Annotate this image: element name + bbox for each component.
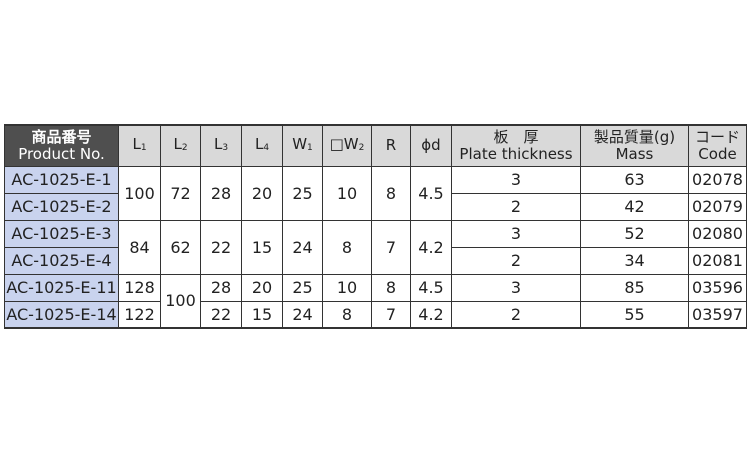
header-col-2: L3 — [200, 124, 242, 167]
table-cell: 10 — [322, 165, 372, 221]
table-cell: 15 — [241, 219, 283, 275]
table-cell: 3 — [451, 219, 581, 248]
header-thickness-en: Plate thickness — [459, 144, 573, 163]
header-mass: 製品質量(g) Mass — [580, 124, 689, 167]
table-row: AC-1025-E-14 122 22 15 24 8 7 4.2 2 55 03597 — [4, 300, 747, 329]
header-col-3: L4 — [241, 124, 283, 167]
table-cell: 20 — [241, 165, 283, 221]
table-cell: 4.5 — [410, 273, 452, 302]
header-col-6: R — [371, 124, 411, 167]
header-thickness-jp: 板 厚 — [493, 127, 539, 146]
product-number: AC-1025-E-1 — [4, 165, 119, 194]
table-cell: 3 — [451, 165, 581, 194]
table-cell: 02079 — [688, 192, 747, 221]
table-cell: 7 — [371, 300, 411, 329]
table-cell: 02081 — [688, 246, 747, 275]
table-cell: 10 — [322, 273, 372, 302]
table-cell: 42 — [580, 192, 689, 221]
table-row: AC-1025-E-3 84 62 22 15 24 8 7 4.2 3 52 02080 — [4, 219, 747, 275]
table-cell: 7 — [371, 219, 411, 275]
product-number: AC-1025-E-4 — [4, 246, 119, 275]
table-cell: 28 — [200, 273, 242, 302]
header-col-5: □W2 — [322, 124, 372, 167]
header-label: W — [292, 134, 308, 153]
table-cell: 62 — [160, 219, 201, 275]
header-subscript: 1 — [140, 142, 147, 153]
table-cell: 25 — [282, 273, 323, 302]
table-cell: 63 — [580, 165, 689, 194]
header-label: L — [213, 134, 223, 153]
table-cell: 100 — [118, 165, 161, 221]
table-cell: 24 — [282, 300, 323, 329]
table-cell: 72 — [160, 165, 201, 221]
table-cell: 02078 — [688, 165, 747, 194]
table-cell: 84 — [118, 219, 161, 275]
header-code: コード Code — [688, 124, 747, 167]
table-cell: 24 — [282, 219, 323, 275]
table-cell: 55 — [580, 300, 689, 329]
table-cell: 8 — [371, 273, 411, 302]
table-cell: 03596 — [688, 273, 747, 302]
table-cell: 2 — [451, 192, 581, 221]
table-cell: 2 — [451, 246, 581, 275]
header-col-1: L2 — [160, 124, 201, 167]
table-cell: 02080 — [688, 219, 747, 248]
product-number: AC-1025-E-11 — [4, 273, 119, 302]
table-body: AC-1025-E-1 100 72 28 20 25 10 8 4.5 3 63 02078 AC-1… — [4, 165, 747, 329]
header-col-7: ϕd — [410, 124, 452, 167]
header-subscript: 3 — [222, 142, 229, 153]
header-label: L — [173, 134, 182, 153]
table-cell: 85 — [580, 273, 689, 302]
header-subscript: 1 — [307, 142, 313, 153]
header-mass-en: Mass — [615, 144, 654, 163]
header-label: □W — [329, 134, 359, 153]
table-row: AC-1025-E-2 2 42 02079 — [4, 192, 747, 221]
table-cell: 4.2 — [410, 219, 452, 275]
table-cell: 20 — [241, 273, 283, 302]
header-subscript: 4 — [263, 142, 270, 153]
table-row: AC-1025-E-11 128 100 28 20 25 10 8 4.5 3 85 03596 — [4, 273, 747, 329]
table-row: AC-1025-E-4 2 34 02081 — [4, 246, 747, 275]
product-number: AC-1025-E-14 — [4, 300, 119, 329]
table-cell: 22 — [200, 300, 242, 329]
header-label: L — [254, 134, 264, 153]
header-thickness: 板 厚 Plate thickness — [451, 124, 581, 167]
table-cell: 128 — [118, 273, 161, 302]
table-cell: 100 — [160, 273, 201, 329]
table-cell: 28 — [200, 165, 242, 221]
product-number: AC-1025-E-2 — [4, 192, 119, 221]
header-code-en: Code — [698, 144, 737, 163]
header-product-en: Product No. — [18, 144, 105, 163]
table-cell: 3 — [451, 273, 581, 302]
table-cell: 52 — [580, 219, 689, 248]
header-label: ϕd — [421, 136, 441, 155]
header-col-4: W1 — [282, 124, 323, 167]
header-product-jp: 商品番号 — [31, 127, 92, 146]
table-cell: 03597 — [688, 300, 747, 329]
table-cell: 2 — [451, 300, 581, 329]
header-product: 商品番号 Product No. — [4, 124, 119, 167]
table-cell: 25 — [282, 165, 323, 221]
header-subscript: 2 — [358, 142, 365, 153]
header-subscript: 2 — [181, 142, 188, 153]
product-number: AC-1025-E-3 — [4, 219, 119, 248]
table-cell: 4.5 — [410, 165, 452, 221]
header-col-0: L1 — [118, 124, 161, 167]
header-code-jp: コード — [694, 127, 740, 146]
table-cell: 8 — [322, 300, 372, 329]
header-mass-jp: 製品質量(g) — [593, 127, 676, 146]
header-label: R — [385, 136, 397, 155]
table-cell: 8 — [371, 165, 411, 221]
header-label: L — [132, 134, 141, 153]
table-cell: 15 — [241, 300, 283, 329]
table-cell: 122 — [118, 300, 161, 329]
table-row: AC-1025-E-1 100 72 28 20 25 10 8 4.5 3 63 02078 — [4, 165, 747, 221]
table-cell: 4.2 — [410, 300, 452, 329]
table-cell: 22 — [200, 219, 242, 275]
table-cell: 8 — [322, 219, 372, 275]
table-cell: 34 — [580, 246, 689, 275]
